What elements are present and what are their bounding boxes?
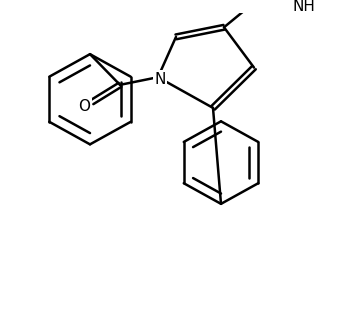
Text: O: O: [78, 100, 90, 115]
Text: N: N: [154, 71, 166, 86]
Text: NH: NH: [292, 0, 315, 14]
